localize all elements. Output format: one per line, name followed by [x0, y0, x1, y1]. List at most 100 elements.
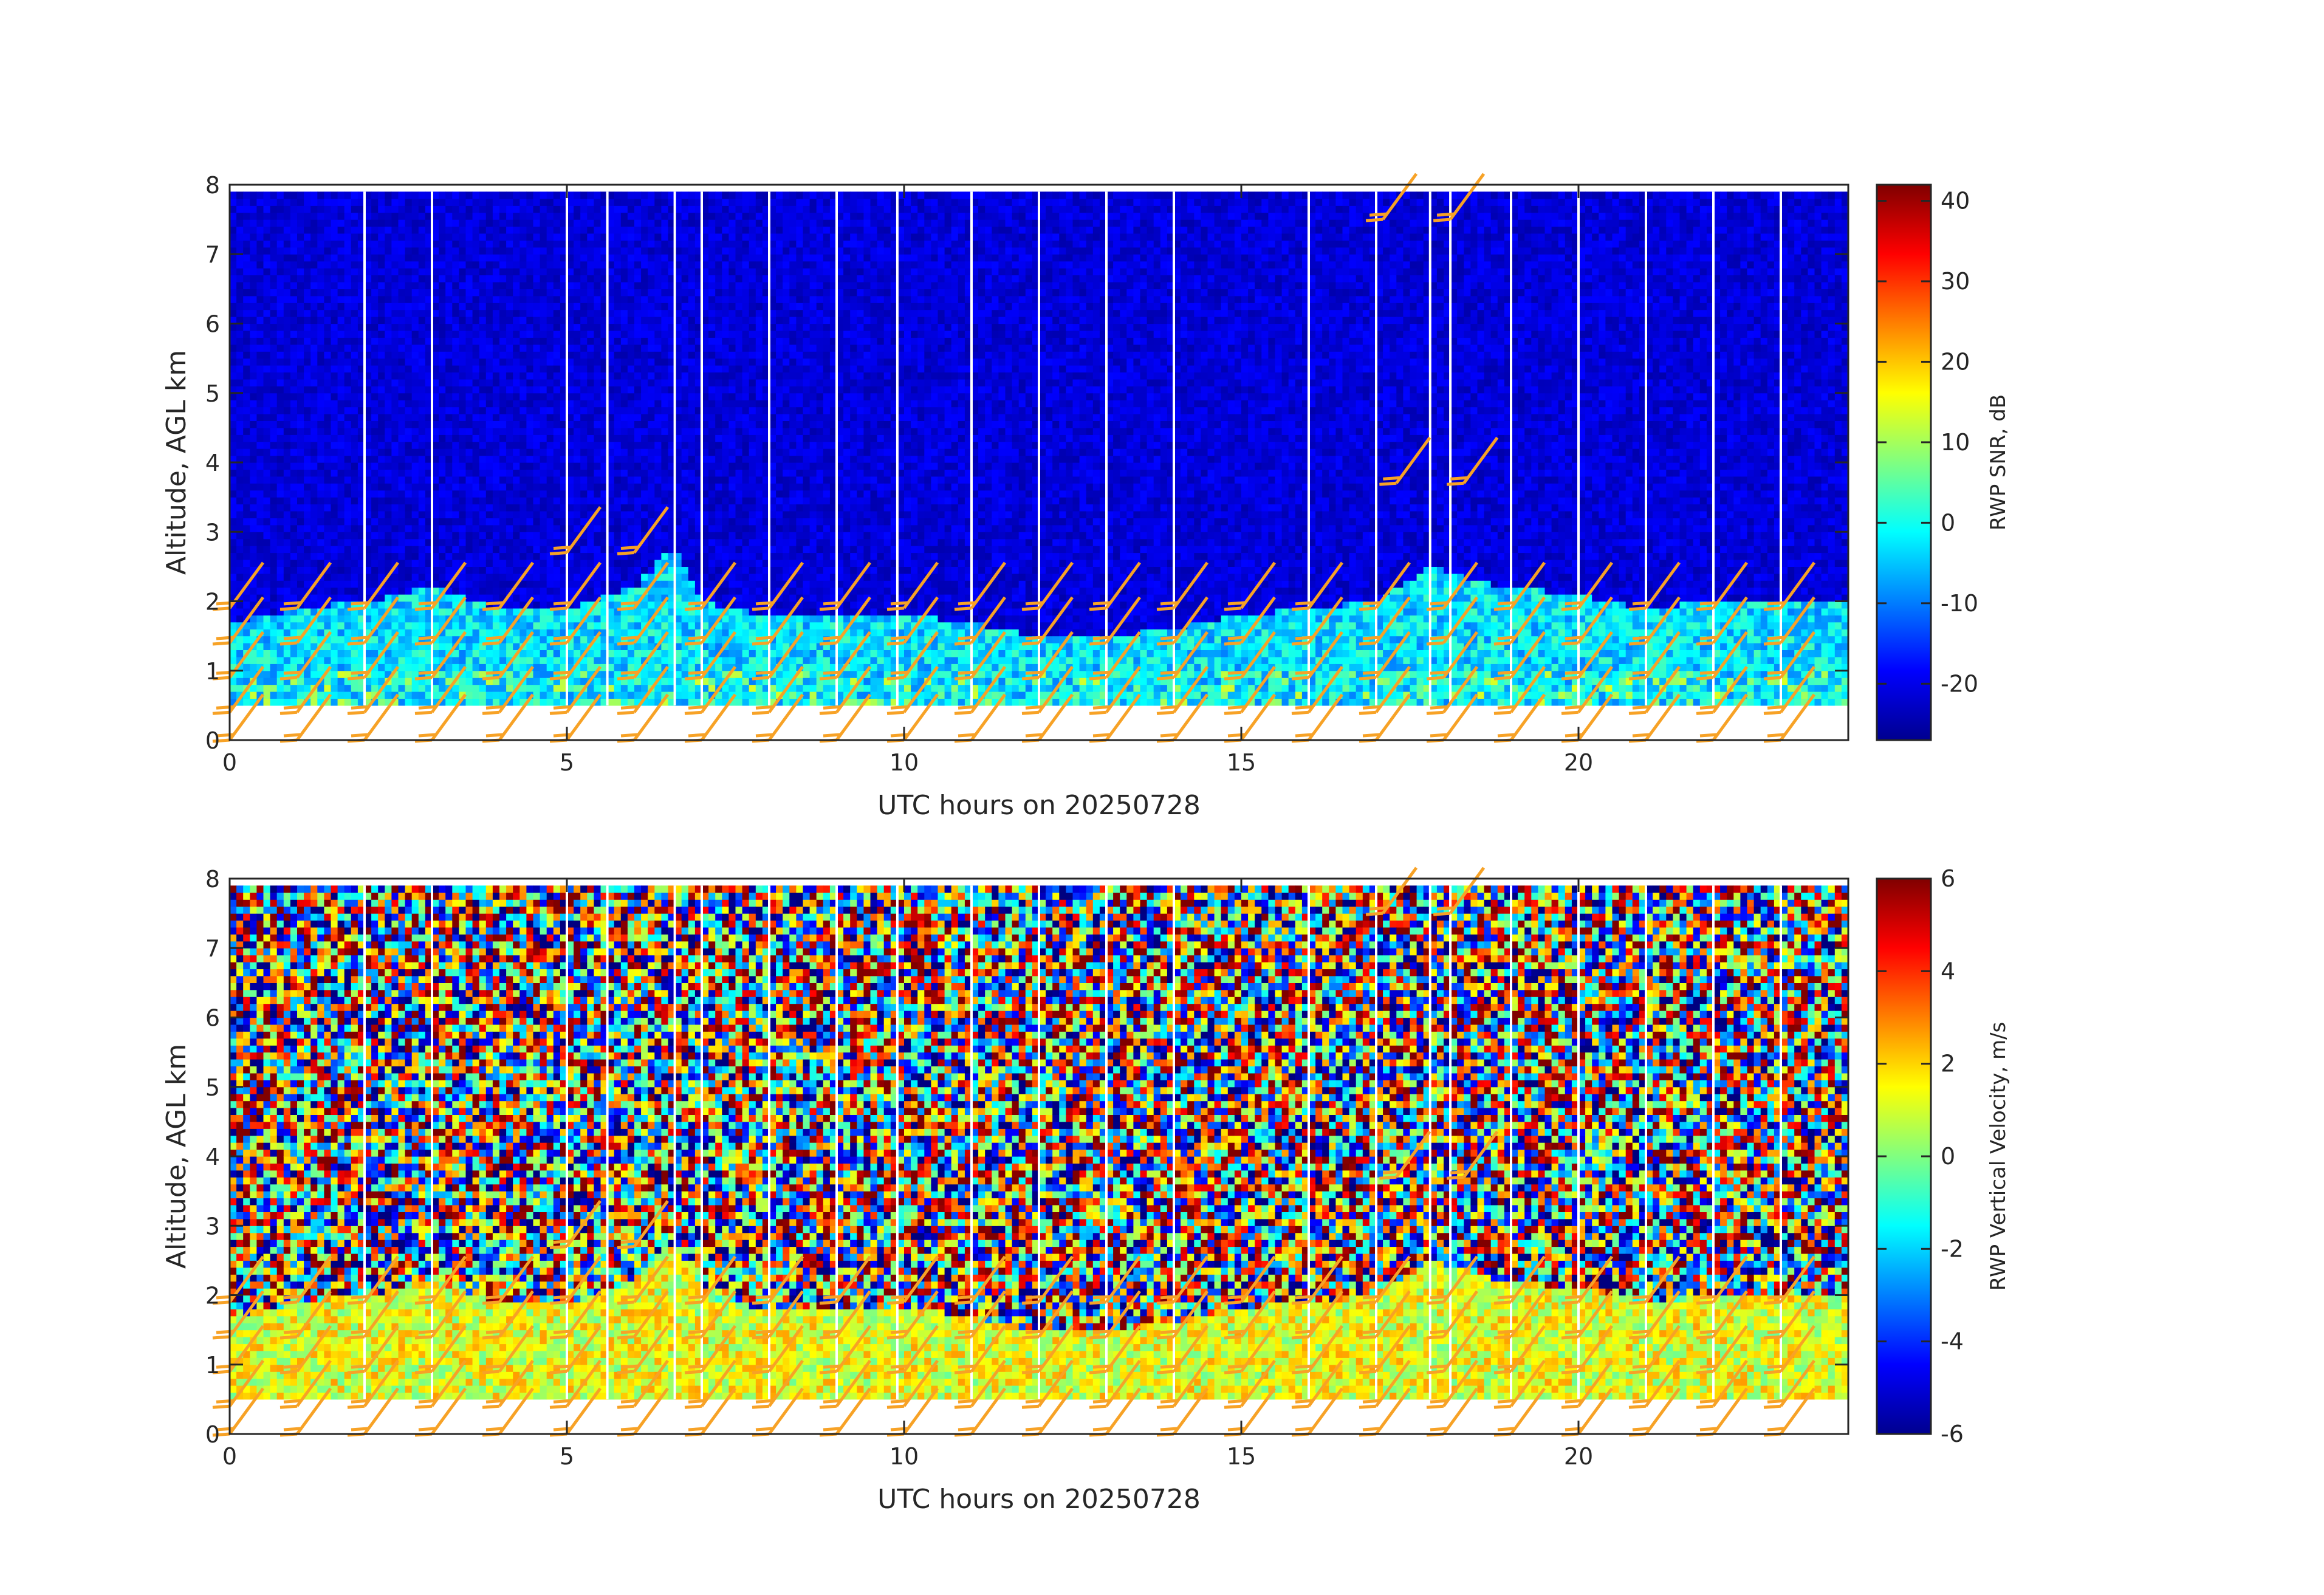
heatmap-cell: [560, 566, 567, 574]
heatmap-cell: [560, 365, 567, 372]
heatmap-cell: [654, 317, 662, 324]
heatmap-cell: [445, 337, 453, 345]
heatmap-cell: [439, 566, 446, 574]
heatmap-cell: [337, 650, 345, 657]
heatmap-cell: [317, 317, 324, 324]
heatmap-cell: [546, 323, 554, 331]
heatmap-cell: [560, 344, 567, 352]
heatmap-cell: [654, 386, 662, 394]
heatmap-cell: [560, 643, 567, 650]
heatmap-cell: [519, 330, 527, 338]
heatmap-cell: [391, 511, 399, 518]
heatmap-cell: [634, 344, 642, 352]
heatmap-cell: [459, 594, 467, 602]
heatmap-cell: [331, 268, 338, 276]
heatmap-cell: [519, 455, 527, 463]
heatmap-cell: [317, 351, 324, 359]
heatmap-cell: [620, 198, 628, 206]
heatmap-cell: [357, 476, 365, 484]
heatmap-cell: [479, 386, 487, 394]
heatmap-cell: [357, 636, 365, 643]
heatmap-cell: [371, 497, 379, 505]
heatmap-cell: [452, 406, 459, 414]
heatmap-cell: [526, 601, 534, 609]
heatmap-cell: [479, 212, 487, 220]
heatmap-cell: [297, 275, 304, 283]
heatmap-cell: [236, 615, 244, 623]
heatmap-cell: [250, 261, 257, 269]
heatmap-cell: [574, 309, 581, 317]
heatmap-cell: [324, 365, 332, 372]
heatmap-cell: [344, 677, 352, 685]
heatmap-cell: [385, 427, 392, 435]
heatmap-cell: [243, 254, 250, 262]
heatmap-cell: [580, 205, 588, 213]
heatmap-cell: [256, 532, 264, 540]
heatmap-cell: [297, 656, 304, 664]
heatmap-cell: [526, 351, 534, 359]
heatmap-cell: [546, 295, 554, 303]
heatmap-cell: [310, 677, 318, 685]
heatmap-cell: [600, 483, 608, 491]
heatmap-cell: [432, 656, 439, 664]
heatmap-cell: [526, 414, 534, 421]
heatmap-cell: [499, 393, 507, 400]
heatmap-cell: [574, 268, 581, 276]
heatmap-cell: [627, 636, 635, 643]
heatmap-cell: [337, 261, 345, 269]
heatmap-cell: [681, 566, 689, 574]
heatmap-cell: [668, 372, 676, 380]
heatmap-cell: [587, 656, 594, 664]
heatmap-cell: [452, 393, 459, 400]
heatmap-cell: [283, 261, 291, 269]
heatmap-cell: [337, 698, 345, 706]
heatmap-cell: [607, 393, 615, 400]
heatmap-cell: [648, 434, 655, 442]
heatmap-cell: [283, 323, 291, 331]
heatmap-cell: [546, 379, 554, 386]
heatmap-cell: [391, 219, 399, 227]
heatmap-cell: [283, 379, 291, 386]
heatmap-cell: [344, 337, 352, 345]
heatmap-cell: [331, 615, 338, 623]
heatmap-cell: [365, 664, 372, 671]
heatmap-cell: [607, 247, 615, 255]
heatmap-cell: [574, 282, 581, 289]
heatmap-cell: [634, 337, 642, 345]
heatmap-cell: [587, 365, 594, 372]
heatmap-cell: [425, 337, 433, 345]
heatmap-cell: [365, 434, 372, 442]
heatmap-cell: [661, 261, 669, 269]
heatmap-cell: [344, 441, 352, 449]
heatmap-cell: [365, 191, 372, 199]
heatmap-cell: [391, 330, 399, 338]
heatmap-cell: [411, 434, 419, 442]
heatmap-cell: [230, 261, 237, 269]
heatmap-cell: [365, 573, 372, 581]
heatmap-cell: [654, 455, 662, 463]
heatmap-cell: [230, 538, 237, 546]
heatmap-cell: [411, 483, 419, 491]
heatmap-cell: [533, 462, 541, 470]
heatmap-cell: [600, 191, 608, 199]
heatmap-cell: [331, 664, 338, 671]
heatmap-cell: [479, 295, 487, 303]
heatmap-cell: [641, 552, 648, 560]
heatmap-cell: [614, 275, 622, 283]
heatmap-cell: [411, 490, 419, 498]
heatmap-cell: [243, 538, 250, 546]
heatmap-cell: [634, 420, 642, 428]
heatmap-cell: [553, 393, 561, 400]
heatmap-cell: [391, 226, 399, 234]
heatmap-cell: [310, 656, 318, 664]
heatmap-cell: [587, 372, 594, 380]
heatmap-cell: [620, 406, 628, 414]
heatmap-cell: [439, 469, 446, 477]
heatmap-cell: [391, 400, 399, 408]
heatmap-cell: [236, 219, 244, 227]
heatmap-cell: [614, 664, 622, 671]
heatmap-cell: [317, 580, 324, 588]
heatmap-cell: [418, 219, 426, 227]
heatmap-cell: [567, 406, 574, 414]
heatmap-cell: [519, 434, 527, 442]
